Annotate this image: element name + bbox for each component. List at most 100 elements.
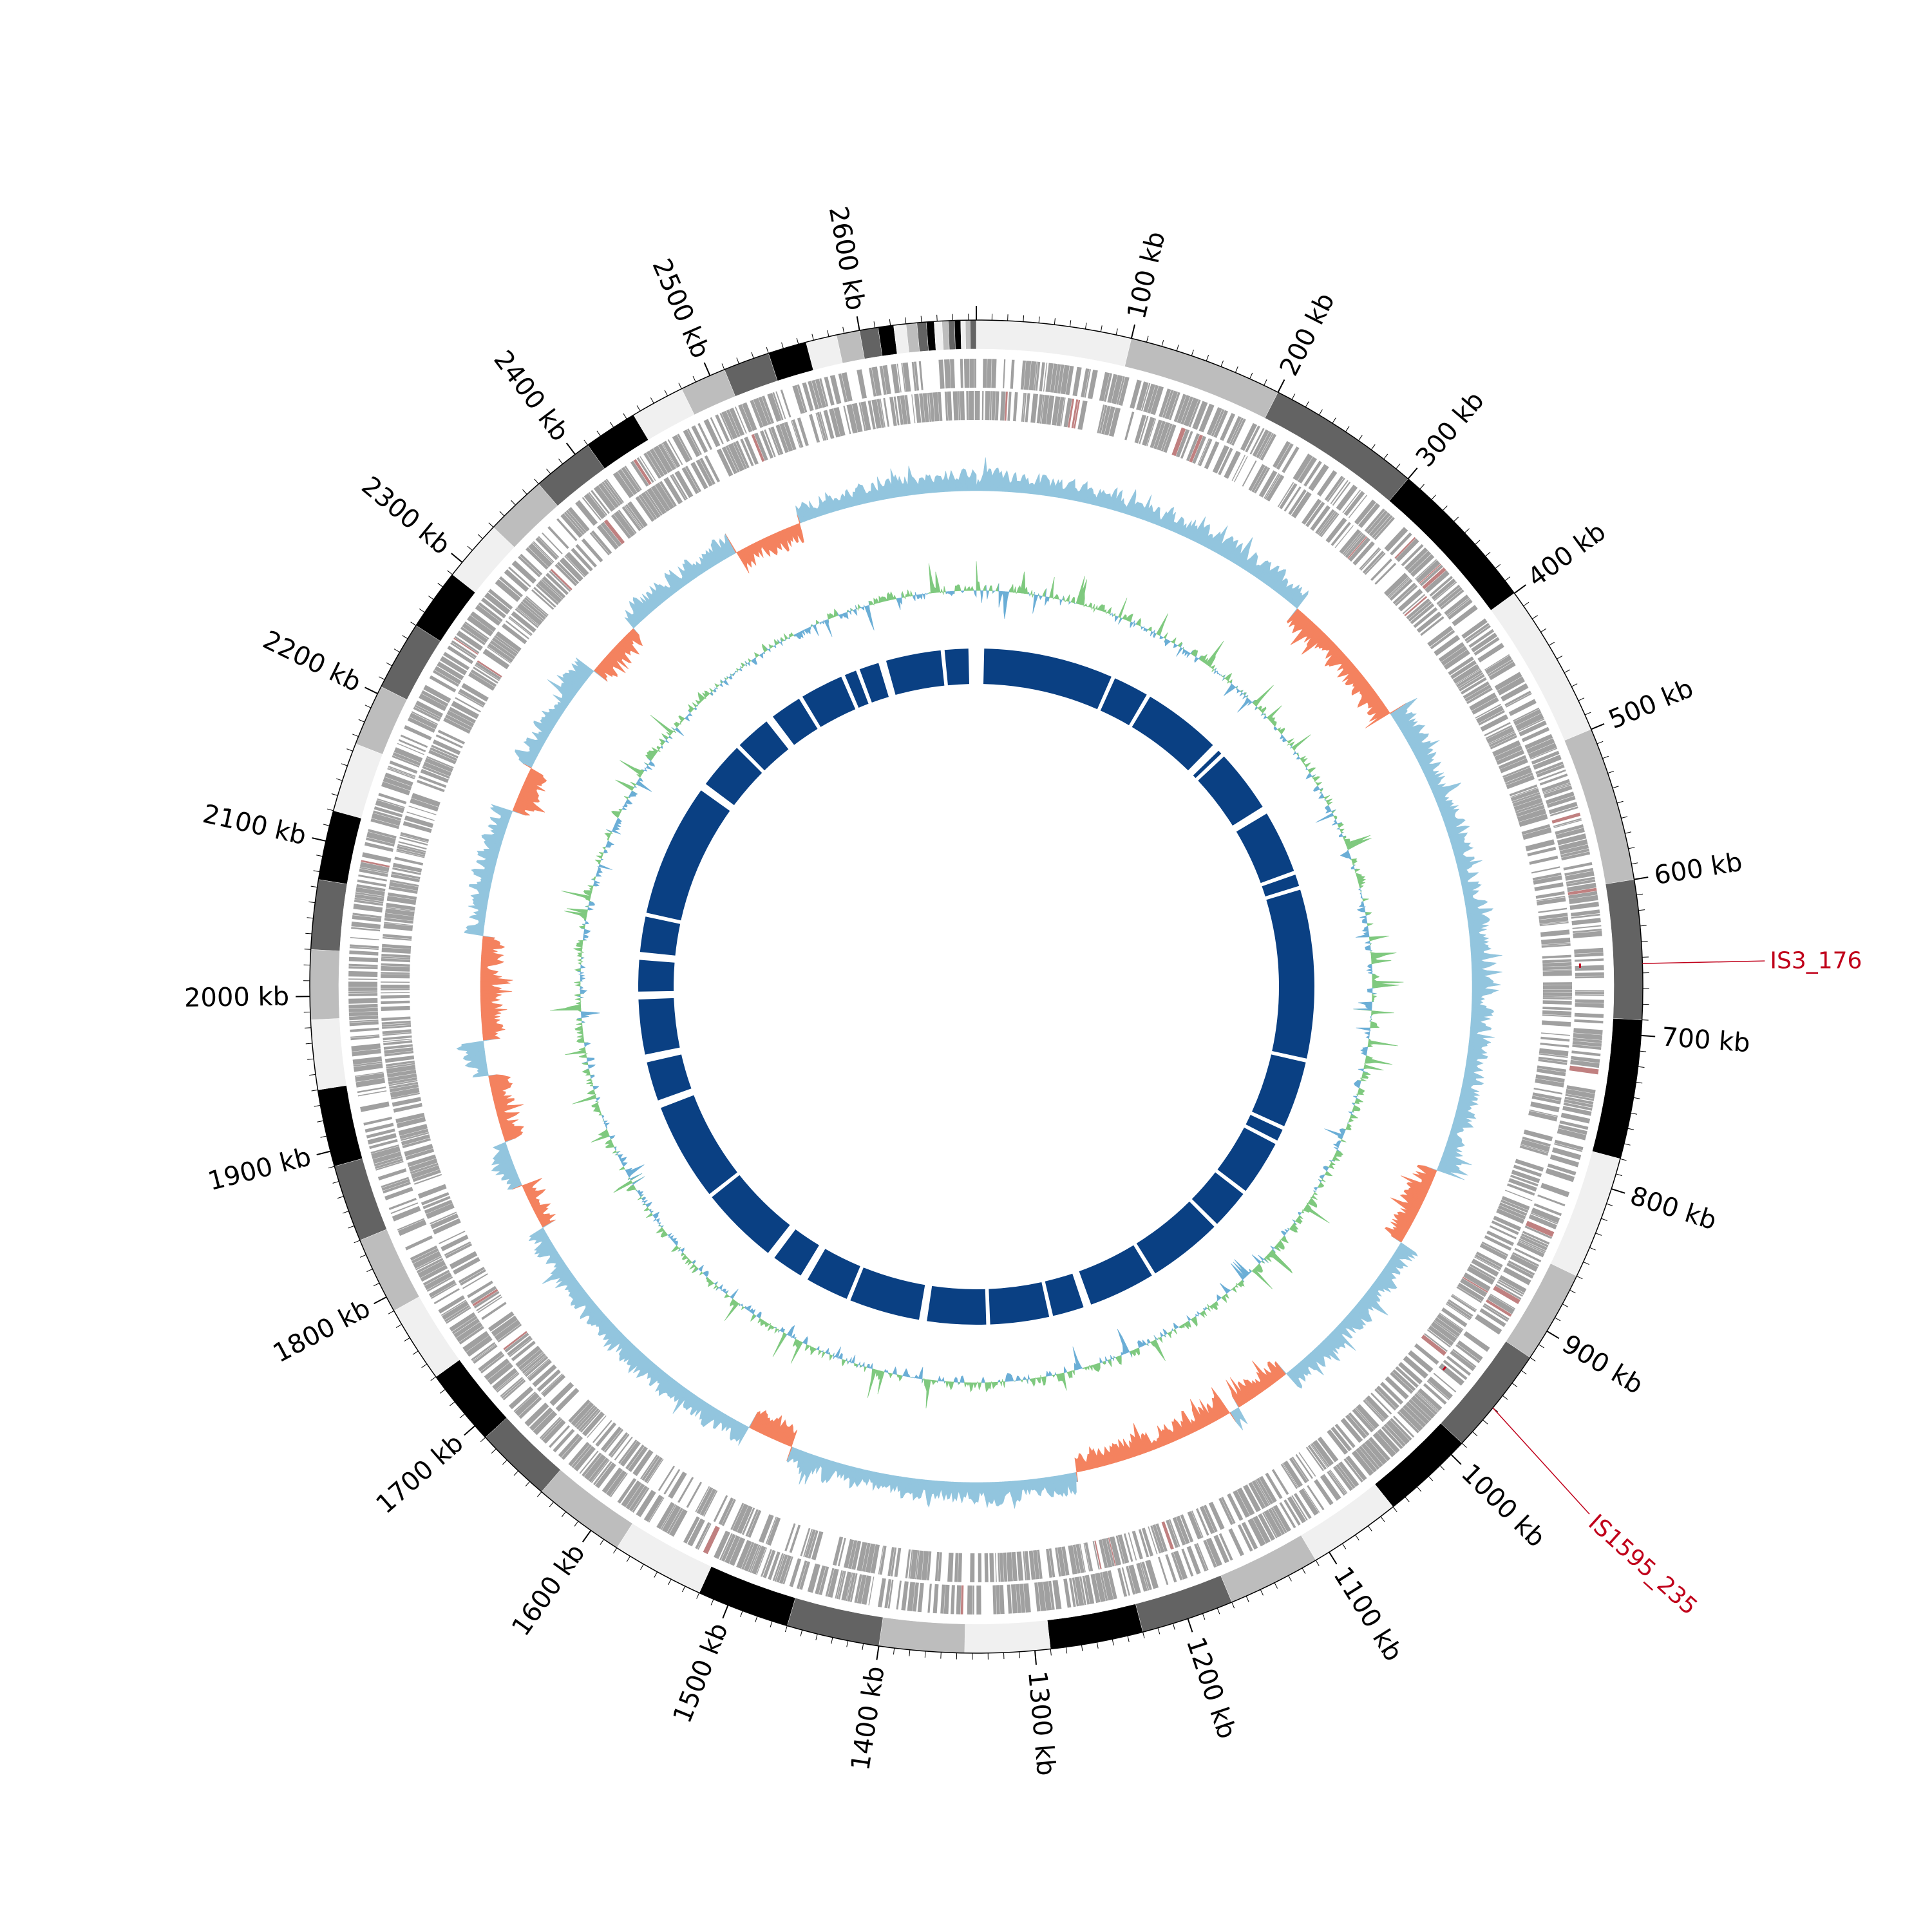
cds-feature [1177,395,1191,424]
cds-feature [1394,585,1418,607]
minor-tick [1157,1627,1160,1634]
cds-feature [363,1117,392,1126]
cds-feature [1541,937,1571,945]
minor-tick [1231,1602,1235,1609]
cds-feature [1518,1240,1546,1254]
inner-contig-segment [1132,696,1213,771]
cds-feature [1519,1145,1548,1156]
cds-feature [1082,1575,1090,1605]
cds-feature [869,367,876,397]
cds-feature [1359,547,1380,570]
minor-tick [1584,712,1591,715]
cds-feature [1474,1256,1501,1271]
cds-feature [352,1056,383,1065]
cds-feature [1339,529,1361,554]
cds-feature [1566,1085,1596,1094]
cds-feature [1004,392,1008,421]
cds-feature [918,361,923,390]
cds-feature [1542,782,1571,793]
cds-feature [807,1563,820,1593]
tick-label: 900 kb [1557,1329,1649,1401]
cds-feature [1126,1566,1136,1595]
cds-feature [629,1485,648,1512]
cds-feature [882,365,891,395]
cds-feature [474,664,500,681]
minor-tick [1220,360,1224,367]
cds-feature [641,1455,660,1481]
cds-feature [1023,361,1032,390]
cds-feature [974,390,976,420]
cds-feature [445,1243,473,1259]
cds-feature [677,433,693,460]
cds-feature [492,1368,518,1390]
cds-feature [884,1579,892,1609]
cds-feature [1510,1254,1539,1272]
cds-feature [772,392,784,421]
cds-feature [524,1356,549,1378]
cds-feature [760,430,773,459]
cds-feature [1314,1479,1334,1506]
cds-feature [1519,813,1548,827]
cds-feature [1542,959,1572,963]
cds-feature [1054,364,1061,393]
cds-feature [370,818,399,829]
cds-feature [462,1331,489,1352]
cds-feature [1575,972,1604,977]
cds-feature [960,1585,964,1615]
cds-feature [672,435,691,463]
cds-feature [1416,611,1442,633]
cds-feature [617,1478,637,1504]
cds-feature [354,897,384,904]
cds-feature [1107,374,1118,403]
minor-tick [404,1337,410,1342]
cds-feature [1452,1294,1477,1311]
cds-feature [1492,740,1521,757]
minor-tick [1532,615,1538,620]
cds-feature [1140,1562,1150,1591]
cds-feature [1218,1497,1234,1526]
cds-feature [396,850,425,858]
cds-feature [956,1585,961,1615]
cds-feature [348,1003,378,1009]
cds-feature [1417,1388,1443,1411]
minor-tick [1318,409,1323,415]
cds-feature [397,1218,425,1231]
cds-feature [871,366,882,396]
cds-feature [922,393,929,422]
cds-feature [1481,1241,1509,1256]
inner-contig-segment [1266,889,1315,1059]
minor-tick [1245,1596,1249,1602]
cds-feature [1472,697,1499,715]
cds-feature [719,413,734,440]
minor-tick [1100,325,1103,332]
minor-tick [1146,336,1149,343]
minor-tick [1482,1419,1488,1425]
cds-feature [461,683,489,702]
minor-tick [305,1043,312,1045]
cds-feature [1460,1278,1488,1297]
cds-feature [639,456,656,481]
cds-feature [1108,407,1121,437]
cds-feature [1251,1480,1269,1508]
cds-feature [858,402,866,431]
minor-tick [1578,697,1585,701]
cds-feature [621,506,641,531]
cds-feature [588,492,608,516]
cds-feature [542,1419,566,1444]
cds-feature [411,1165,440,1179]
cds-feature [1543,985,1573,990]
cds-feature [1211,409,1225,437]
cds-feature [1475,1314,1502,1335]
cds-feature [357,1090,387,1097]
cds-feature [532,542,554,564]
cds-feature [857,369,867,399]
cds-feature [1471,1258,1499,1277]
cds-feature [381,947,411,954]
cds-feature [509,616,533,636]
cds-feature [1440,589,1464,610]
cds-feature [1183,397,1199,427]
cds-feature [549,570,571,592]
cds-feature [423,685,451,703]
cds-feature [416,1258,444,1274]
cds-feature [1461,677,1487,695]
